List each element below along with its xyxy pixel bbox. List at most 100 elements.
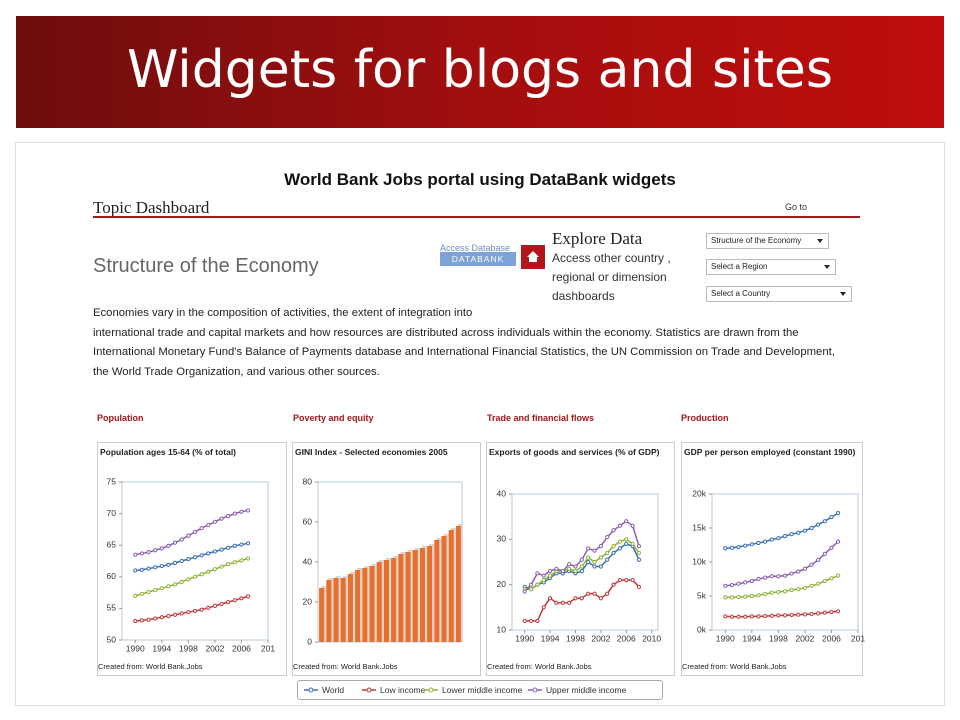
point — [528, 587, 534, 592]
point — [166, 584, 171, 589]
point — [219, 564, 224, 569]
bar — [347, 574, 353, 642]
point — [232, 560, 237, 565]
point — [186, 557, 191, 562]
point — [239, 558, 244, 563]
point — [535, 582, 540, 587]
x-tick-label: 2006 — [617, 633, 636, 643]
point — [172, 612, 178, 617]
point — [541, 605, 546, 610]
point — [782, 589, 788, 594]
y-tick-label: 65 — [107, 539, 117, 549]
bar — [412, 550, 418, 642]
point — [749, 578, 754, 584]
point — [617, 539, 623, 544]
point — [736, 544, 741, 550]
point — [226, 599, 231, 605]
x-tick-label: 1994 — [541, 633, 560, 643]
point — [567, 600, 572, 605]
chart-box — [97, 442, 287, 676]
point — [729, 595, 735, 600]
point — [796, 569, 801, 574]
go-to[interactable]: Go to — [785, 202, 808, 212]
bar — [376, 562, 382, 642]
point — [592, 559, 597, 565]
databank-button[interactable]: DATABANK — [440, 252, 516, 266]
chart-title: GINI Index - Selected economies 2005 — [295, 447, 448, 457]
legend-items: World Low income Lower middle income Upper … — [304, 685, 627, 695]
legend-marker — [532, 687, 538, 693]
point — [245, 594, 251, 599]
point — [166, 613, 171, 619]
point — [239, 596, 244, 601]
y-tick-label: 60 — [107, 571, 117, 581]
y-tick-label: 0 — [307, 636, 312, 646]
point — [586, 559, 591, 565]
select[interactable]: Structure of the Economy — [706, 233, 829, 249]
point — [192, 574, 198, 579]
point — [756, 593, 761, 598]
point — [239, 542, 244, 547]
point — [723, 595, 728, 600]
home-button[interactable] — [521, 245, 545, 269]
point — [535, 571, 540, 576]
point — [159, 615, 164, 620]
point — [522, 618, 527, 624]
chart-source: Created from: World Bank.Jobs — [487, 662, 592, 671]
point — [153, 616, 158, 621]
plot-area — [121, 481, 269, 641]
point — [146, 566, 151, 571]
banner — [16, 16, 944, 128]
point — [535, 618, 540, 624]
legend-label: Low income — [380, 685, 426, 695]
point — [573, 596, 578, 601]
legend-label: Lower middle income — [442, 685, 523, 695]
point — [769, 537, 774, 542]
point — [743, 543, 748, 548]
select[interactable]: Select a Region — [706, 259, 836, 275]
point — [199, 607, 204, 612]
point — [226, 545, 231, 550]
point — [547, 596, 553, 601]
point — [139, 591, 145, 596]
y-tick-label: 10k — [692, 556, 706, 566]
bar — [434, 540, 440, 642]
x-tick-label: 2006 — [232, 643, 251, 653]
access-link[interactable]: Access Database — [440, 243, 511, 253]
series-line — [725, 512, 839, 550]
point — [586, 546, 591, 551]
y-tick-label: 30 — [497, 534, 507, 544]
point — [782, 534, 788, 539]
point — [617, 523, 623, 528]
series-line — [135, 542, 249, 572]
point — [560, 600, 565, 605]
point — [232, 543, 237, 548]
point — [212, 603, 218, 608]
point — [776, 589, 781, 595]
x-tick-label: 1998 — [769, 633, 788, 643]
point — [179, 611, 184, 616]
point — [179, 537, 184, 542]
point — [146, 589, 151, 595]
point — [186, 610, 191, 615]
point — [809, 583, 814, 588]
point — [592, 564, 597, 569]
point — [206, 522, 211, 528]
point — [749, 614, 754, 619]
point — [586, 555, 591, 560]
point — [579, 596, 584, 601]
point — [605, 534, 610, 540]
point — [776, 574, 781, 579]
point — [729, 545, 735, 550]
bar — [419, 548, 425, 642]
point — [743, 580, 748, 585]
point — [232, 511, 237, 516]
point — [636, 584, 642, 590]
point — [159, 586, 164, 591]
select[interactable]: Select a Country — [706, 286, 852, 302]
bar — [391, 558, 397, 642]
section-title: Poverty and equity — [293, 413, 374, 423]
x-tick-label: 1994 — [152, 643, 171, 653]
point — [630, 541, 635, 546]
